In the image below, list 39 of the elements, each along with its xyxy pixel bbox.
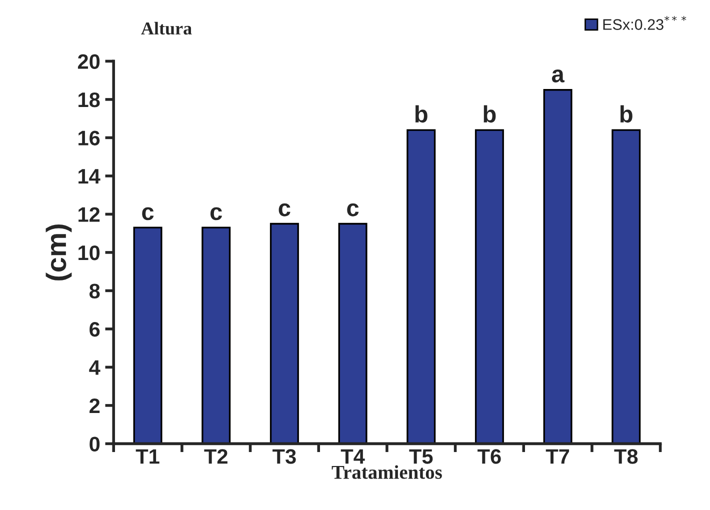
y-tick-label: 10 [78,245,100,260]
y-tick-label: 6 [90,322,100,337]
annotation: c [278,203,290,216]
y-tick-label: 18 [78,92,100,108]
bar [474,129,504,444]
annotation: c [142,207,154,220]
bar [270,222,299,444]
bar [338,222,368,444]
y-tick-label: 0 [90,436,100,452]
y-tick-label: 16 [78,130,100,146]
bar [406,129,436,444]
y-tick-label: 2 [90,398,100,413]
y-tick-label: 14 [78,169,100,184]
y-tick-label: 20 [78,54,100,69]
x-tick-label: T4 [340,449,365,464]
x-tick-label: T7 [546,449,570,464]
y-tick-label: 12 [78,207,100,222]
annotation: c [210,207,222,220]
bar [612,129,641,444]
x-tick-label: T5 [409,449,433,464]
bar [133,226,162,444]
x-tick-label: T6 [478,449,501,464]
bar [202,226,231,444]
annotation: b [415,105,428,123]
x-tick-label: T2 [204,449,228,464]
x-axis-title: Tratamientos [332,465,442,479]
annotation: c [347,203,359,216]
legend-label: ESx:0.23$^{***}$ [603,16,686,30]
x-tick-label: T1 [136,449,160,464]
x-tick-label: T3 [272,449,296,464]
annotation: b [484,105,496,123]
annotation: b [620,105,632,123]
annotation: a [552,70,565,82]
x-tick-label: T8 [614,449,638,464]
y-axis-title: (cm) [46,224,72,280]
chart-title: Altura [141,22,192,35]
y-tick-label: 4 [89,360,100,375]
y-tick-label: 8 [89,284,100,298]
bar [543,89,572,444]
